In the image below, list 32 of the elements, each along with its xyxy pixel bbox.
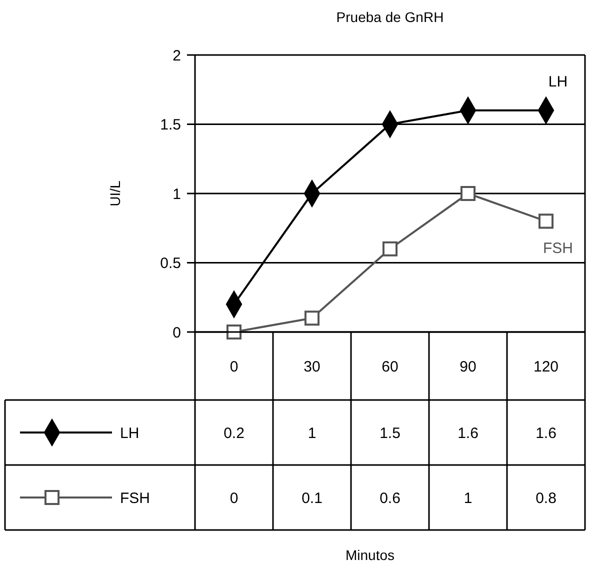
series-label: LH: [548, 73, 568, 90]
data-label: 0.1: [302, 490, 322, 507]
point: [538, 214, 554, 229]
y-tick-label: 0: [172, 324, 181, 342]
text: LH: [120, 424, 140, 442]
x-tick-label: 30: [304, 358, 320, 376]
data-label: 0.8: [536, 490, 556, 507]
text: Minutos: [345, 547, 395, 563]
x-tick-label: 60: [382, 358, 398, 376]
y-tick-label: 1: [172, 186, 181, 203]
x-tick-label: 90: [460, 358, 476, 376]
y-tick-label: 1.5: [160, 116, 181, 134]
y-tick-label: 0.5: [160, 255, 181, 272]
x-tick-label: 0: [230, 358, 238, 376]
y-tick-label: 2: [172, 47, 181, 64]
data-label: 0.2: [224, 424, 244, 442]
data-label: 1: [308, 424, 316, 442]
y-axis-title: UI/L: [107, 180, 123, 206]
data-label: 0: [230, 490, 238, 507]
data-label: 1: [464, 490, 472, 507]
text: FSH: [120, 490, 150, 507]
data-label: 1.6: [536, 424, 556, 442]
point: [460, 186, 476, 202]
chart-title: Prueba de GnRH: [336, 9, 444, 25]
point: [382, 241, 398, 256]
data-label: 1.5: [380, 424, 400, 442]
series-label: FSH: [543, 240, 573, 258]
point: [226, 324, 242, 340]
x-tick-label: 120: [533, 358, 559, 376]
data-label: 1.6: [458, 424, 478, 442]
point: [304, 310, 320, 326]
data-label: 0.6: [380, 490, 400, 507]
